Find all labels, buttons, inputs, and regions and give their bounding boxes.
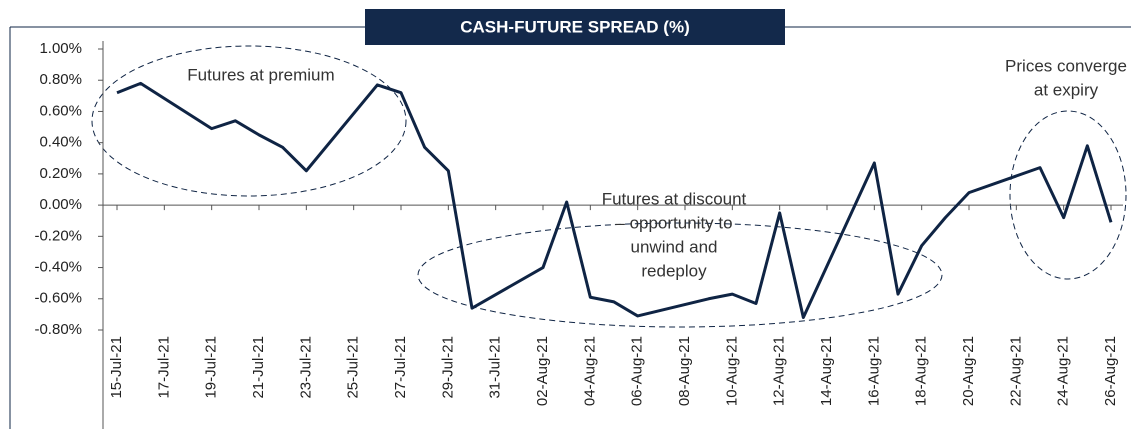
x-tick-label: 12-Aug-21 [771,336,788,406]
x-tick-label: 20-Aug-21 [960,336,977,406]
annotation: at expiry [1034,80,1099,99]
x-tick-label: 18-Aug-21 [913,336,930,406]
x-tick-label: 08-Aug-21 [676,336,693,406]
chart-title: CASH-FUTURE SPREAD (%) [460,17,690,36]
y-tick-label: -0.60% [34,290,82,307]
x-tick-label: 06-Aug-21 [629,336,646,406]
x-tick-label: 27-Jul-21 [392,336,409,399]
annotation-ellipse [1009,110,1127,280]
x-tick-label: 17-Jul-21 [155,336,172,399]
x-tick-label: 23-Jul-21 [297,336,314,399]
annotation: Prices converge [1005,56,1127,75]
x-tick-label: 19-Jul-21 [203,336,220,399]
x-tick-label: 02-Aug-21 [534,336,551,406]
x-tick-label: 16-Aug-21 [865,336,882,406]
annotation: unwind and [631,237,718,256]
y-tick-label: -0.80% [34,321,82,338]
annotation: Futures at premium [187,65,334,84]
annotation: Futures at discount [602,189,747,208]
title-box [365,9,785,45]
y-tick-label: 0.60% [39,102,82,119]
y-tick-label: -0.40% [34,259,82,276]
x-tick-label: 21-Jul-21 [250,336,267,399]
y-tick-label: 0.40% [39,134,82,151]
x-tick-label: 22-Aug-21 [1007,336,1024,406]
x-tick-label: 29-Jul-21 [439,336,456,399]
annotation-ellipse [417,222,943,328]
x-tick-label: 26-Aug-21 [1102,336,1119,406]
annotation: redeploy [641,261,707,280]
x-tick-label: 10-Aug-21 [723,336,740,406]
x-tick-label: 14-Aug-21 [818,336,835,406]
y-tick-label: 1.00% [39,40,82,57]
y-tick-label: 0.80% [39,71,82,88]
y-tick-label: -0.20% [34,227,82,244]
y-tick-label: 0.20% [39,165,82,182]
x-tick-label: 04-Aug-21 [581,336,598,406]
x-tick-label: 25-Jul-21 [345,336,362,399]
annotation-ellipse [91,45,407,197]
series-line [116,81,1113,320]
x-tick-label: 15-Jul-21 [108,336,125,399]
x-tick-label: 24-Aug-21 [1055,336,1072,406]
x-tick-label: 31-Jul-21 [487,336,504,399]
y-tick-label: 0.00% [39,196,82,213]
annotation: – opportunity to [615,213,732,232]
